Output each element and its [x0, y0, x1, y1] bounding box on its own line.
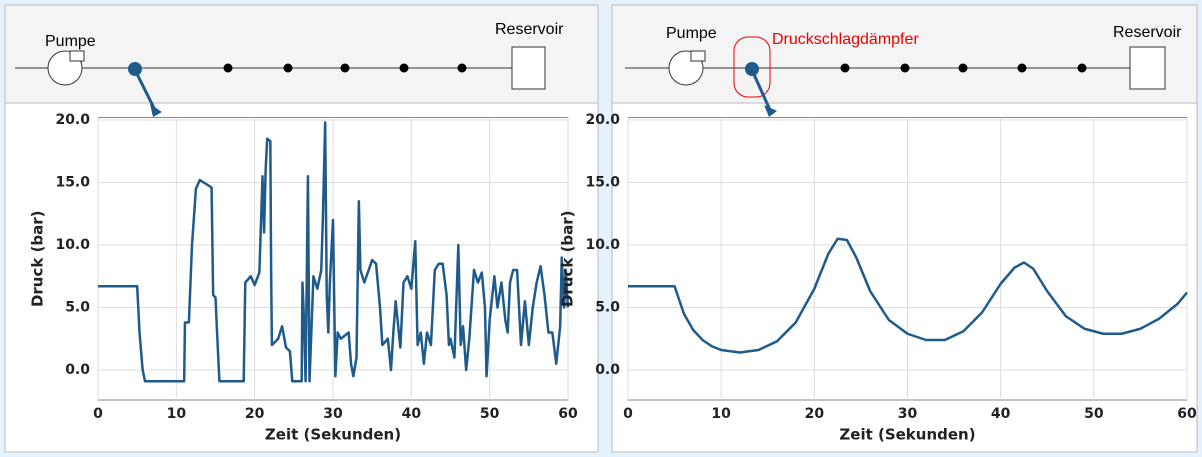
y-tick-label: 5.0: [595, 300, 620, 316]
pump-outlet: [690, 50, 706, 62]
x-tick-label: 20: [805, 406, 825, 422]
x-tick-label: 40: [991, 406, 1011, 422]
y-tick-label: 20.0: [55, 112, 90, 128]
pointer: [133, 69, 157, 111]
line-series: [98, 121, 570, 383]
x-tick-label: 30: [898, 406, 918, 422]
x-tick-label: 60: [558, 406, 578, 422]
y-tick-label: 5.0: [65, 300, 90, 316]
node: [283, 63, 293, 73]
probe: [128, 62, 142, 76]
x-tick-label: 0: [93, 406, 103, 422]
node: [840, 63, 850, 73]
x-axis-label: Zeit (Sekunden): [265, 426, 401, 444]
schematic-band: [4, 4, 599, 104]
reservoir: [1129, 46, 1166, 90]
x-axis-label: Zeit (Sekunden): [839, 426, 975, 444]
damper: [733, 36, 771, 98]
node: [457, 63, 467, 73]
x-tick-label: 40: [402, 406, 422, 422]
x-tick-label: 10: [711, 406, 731, 422]
node: [223, 63, 233, 73]
node: [1017, 63, 1027, 73]
node: [1077, 63, 1087, 73]
y-tick-label: 20.0: [585, 112, 620, 128]
schematic: Pumpe Reservoir: [15, 21, 564, 117]
pump-label: Pumpe: [45, 33, 96, 50]
node: [340, 63, 350, 73]
y-tick-label: 10.0: [585, 237, 620, 253]
reservoir-label: Reservoir: [495, 21, 564, 38]
x-tick-label: 0: [623, 406, 633, 422]
line-series: [628, 237, 1188, 354]
reservoir-label: Reservoir: [1113, 24, 1182, 41]
x-tick-label: 50: [480, 406, 500, 422]
schematic: Pumpe Druckschlagdämpfer Reservoir: [625, 24, 1182, 117]
pump-outlet: [69, 50, 85, 62]
y-tick-label: 0.0: [595, 362, 620, 378]
y-axis-label: Druck (bar): [29, 210, 47, 307]
pointer: [750, 69, 772, 111]
y-tick-label: 10.0: [55, 237, 90, 253]
x-tick-label: 60: [1177, 406, 1197, 422]
probe: [745, 62, 759, 76]
y-tick-label: 0.0: [65, 362, 90, 378]
pointer-head: [150, 104, 162, 117]
x-tick-label: 50: [1084, 406, 1104, 422]
y-tick-label: 15.0: [585, 175, 620, 191]
pump-label: Pumpe: [666, 25, 717, 42]
damper-label: Druckschlagdämpfer: [772, 31, 919, 48]
y-axis-label: Druck (bar): [559, 210, 577, 307]
node: [399, 63, 409, 73]
x-tick-label: 20: [245, 406, 265, 422]
x-tick-label: 30: [323, 406, 343, 422]
schematic-band: [611, 4, 1198, 104]
reservoir: [511, 46, 546, 90]
pointer-head: [764, 105, 777, 117]
node: [900, 63, 910, 73]
y-tick-label: 15.0: [55, 175, 90, 191]
node: [958, 63, 968, 73]
x-tick-label: 10: [167, 406, 187, 422]
